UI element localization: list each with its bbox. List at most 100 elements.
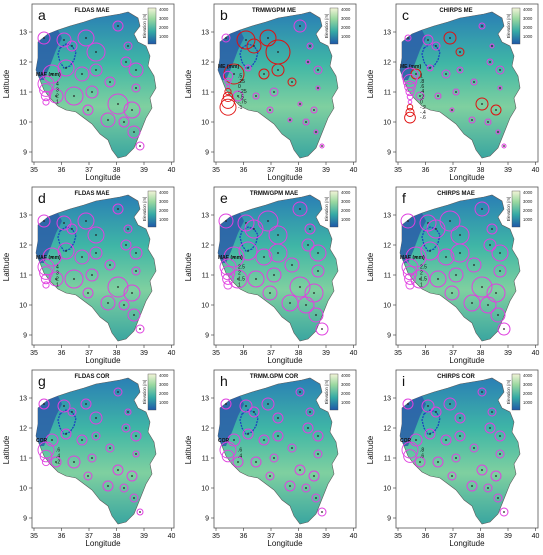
y-tick-label: 12 — [383, 426, 391, 433]
station-circle — [123, 41, 133, 51]
legend-circle — [40, 90, 52, 102]
station-point — [497, 497, 499, 499]
colorbar-tick: 1000 — [523, 34, 533, 39]
station-point — [471, 119, 473, 121]
station-circle — [284, 257, 300, 273]
station-circle — [449, 107, 455, 113]
station-circle — [37, 31, 51, 45]
x-tick-label: 38 — [477, 350, 485, 357]
station-circle — [454, 412, 466, 424]
y-tick-label: 13 — [19, 213, 27, 220]
station-circle — [311, 493, 321, 503]
station-point — [91, 457, 93, 459]
station-point — [315, 131, 317, 133]
terrain-region — [399, 194, 521, 342]
colorbar-label: Elevation (m) — [506, 196, 511, 221]
station-circle — [404, 34, 412, 42]
station-circle — [301, 238, 315, 252]
station-point — [255, 95, 257, 97]
legend-label: -.75 — [238, 100, 247, 106]
station-circle — [127, 125, 141, 139]
y-tick-label: 13 — [201, 30, 209, 37]
station-circle — [227, 433, 241, 447]
x-tick-label: 35 — [212, 350, 220, 357]
station-circle — [297, 101, 303, 107]
lake-outline — [57, 409, 77, 435]
legend-title: ME (mm) — [218, 64, 239, 70]
station-circle — [313, 449, 323, 459]
x-tick-label: 40 — [350, 167, 358, 174]
x-tick-label: 36 — [422, 167, 430, 174]
station-circle — [490, 470, 502, 482]
station-point — [315, 497, 317, 499]
legend-title: MAE (mm) — [36, 255, 61, 261]
x-tick-label: 37 — [85, 167, 93, 174]
station-point — [435, 228, 437, 230]
station-circle — [305, 407, 315, 417]
station-circle — [494, 430, 506, 442]
y-tick-label: 10 — [201, 120, 209, 127]
station-point — [73, 461, 75, 463]
station-circle — [466, 257, 482, 273]
station-point — [291, 81, 293, 83]
colorbar-tick: 2000 — [341, 208, 351, 213]
station-point — [291, 447, 293, 449]
station-circle — [486, 283, 506, 303]
station-circle — [132, 450, 140, 458]
x-tick-label: 40 — [350, 533, 358, 540]
station-circle — [305, 59, 311, 65]
lake-outline — [239, 409, 259, 435]
station-point — [419, 95, 421, 97]
x-tick-label: 40 — [532, 533, 540, 540]
lake-outline — [421, 226, 441, 252]
station-point — [277, 234, 279, 236]
elevation-colorbar — [147, 373, 157, 411]
x-tick-label: 37 — [85, 533, 93, 540]
x-tick-label: 35 — [394, 167, 402, 174]
y-tick-label: 13 — [19, 30, 27, 37]
station-point — [263, 73, 265, 75]
elevation-colorbar — [329, 373, 339, 411]
legend-title: ME (mm) — [400, 64, 421, 70]
legend-label: 1 — [420, 74, 423, 80]
station-point — [497, 131, 499, 133]
station-circle — [402, 398, 414, 410]
x-tick-label: 38 — [477, 533, 485, 540]
station-point — [233, 256, 235, 258]
station-point — [429, 433, 431, 435]
station-point — [85, 37, 87, 39]
legend-label: .4 — [238, 454, 242, 460]
station-circle — [476, 464, 488, 476]
station-point — [255, 278, 257, 280]
legend-circle — [401, 441, 419, 459]
x-tick-label: 35 — [30, 533, 38, 540]
x-tick-label: 35 — [394, 533, 402, 540]
station-point — [459, 435, 461, 437]
x-tick-label: 40 — [168, 350, 176, 357]
station-circle — [112, 464, 124, 476]
station-circle — [107, 276, 129, 298]
station-point — [309, 411, 311, 413]
station-point — [459, 417, 461, 419]
station-circle — [60, 428, 72, 440]
station-point — [63, 405, 65, 407]
station-circle — [135, 324, 145, 334]
legend-circle — [406, 93, 414, 101]
y-tick-label: 13 — [19, 396, 27, 403]
legend-circle — [39, 83, 53, 97]
station-circle — [421, 399, 435, 413]
legend-label: 0 — [420, 100, 423, 106]
station-circle — [112, 20, 124, 32]
colorbar-tick: 4000 — [523, 190, 533, 195]
legend-title: COR — [36, 438, 48, 444]
legend-circle — [405, 107, 415, 117]
station-point — [481, 25, 483, 27]
x-tick-label: 37 — [449, 533, 457, 540]
station-point — [73, 278, 75, 280]
legend-title: MAE (mm) — [400, 255, 425, 261]
station-point — [51, 439, 53, 441]
panel-title: CHIRPS ME — [439, 8, 472, 14]
station-circle — [284, 480, 296, 492]
elevation-colorbar — [511, 373, 521, 411]
